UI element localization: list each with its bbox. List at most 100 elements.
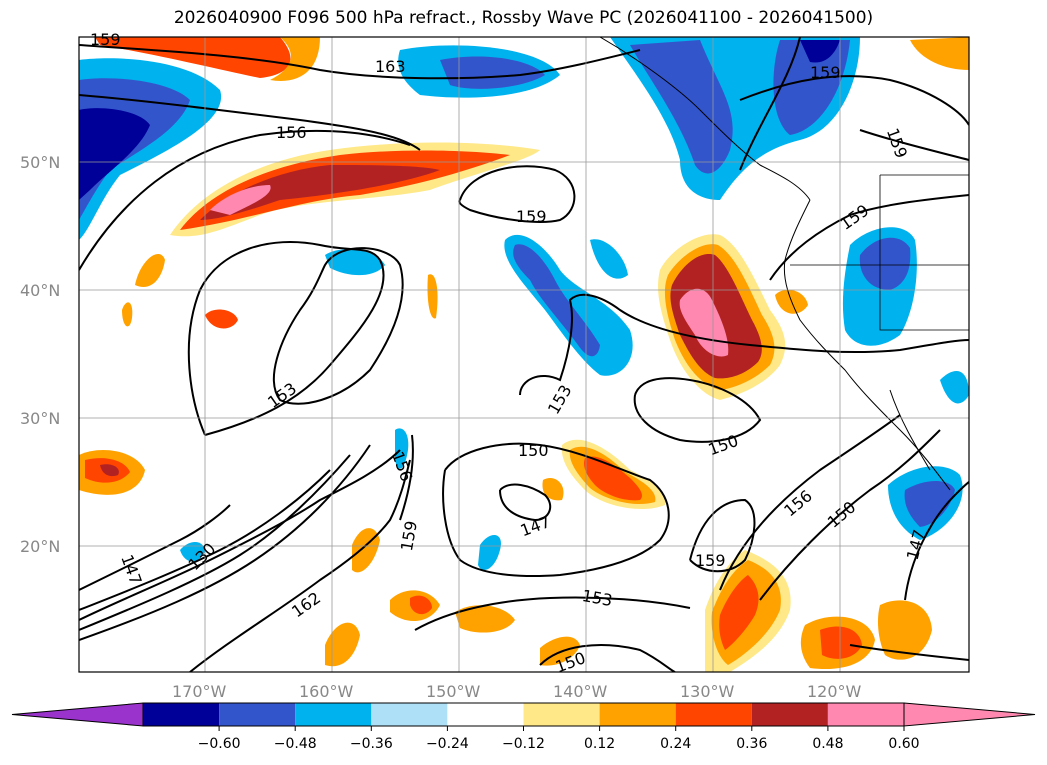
lon-label: 140°W [553,682,608,701]
contour-label: 159 [883,125,911,160]
contour-label: 147 [117,552,145,587]
colorbar-extend-min [11,702,144,727]
contour-lines-sw-2 [79,454,351,631]
contour-label: 159 [516,207,547,226]
negative-anomaly-se-core [904,481,955,527]
colorbar-tick-label: −0.36 [350,736,393,752]
contour-label: 162 [288,588,324,621]
negative-anomaly-small-blue-2 [325,249,385,276]
colorbar-tick-label: 0.48 [812,736,843,752]
contour-label: 159 [695,551,726,570]
contour-147-sw [79,504,231,591]
positive-anomaly-small-4 [427,274,438,319]
contour-147-loop [499,483,552,522]
negative-anomaly-central-core [513,244,600,357]
contour-159-ne-2 [859,129,969,161]
lon-label: 170°W [172,682,227,701]
contour-156-east [719,414,901,591]
positive-anomaly-top [95,37,291,78]
positive-anomaly-top-edge [270,37,320,81]
colorbar-segment [675,703,752,726]
colorbar-segment [371,703,448,726]
height-contours [79,37,969,672]
contour-label: 159 [90,30,121,49]
colorbar-segment [295,703,372,726]
colorbar-tick-label: −0.24 [426,736,469,752]
positive-anomaly-subtropical-2 [542,477,564,501]
contour-150-bottom [539,644,676,672]
positive-anomaly-top-right [910,37,969,70]
colorbar-tick-label: −0.12 [502,736,545,752]
positive-anomaly-california-peak [679,288,729,357]
contour-153-center [519,293,969,396]
coastline-west-coast [783,199,951,491]
contour-label: 159 [836,201,872,234]
negative-anomaly-ne-peak [800,40,840,63]
contour-label: 153 [544,382,576,418]
colorbar-tick-label: −0.48 [274,736,317,752]
contour-label: 156 [276,123,307,142]
contour-159-mid [458,165,576,223]
contour-label: 150 [706,431,741,459]
graticule [79,37,969,672]
colorbar-tick-label: 0.24 [660,736,691,752]
colorbar-segment [523,703,600,726]
coastline-baja [889,389,931,471]
colorbar-segment [827,703,904,726]
negative-anomaly-small-blue [590,239,628,279]
contour-label: 150 [518,441,549,460]
contour-lines-sw-1 [79,469,331,611]
contour-153-south [414,596,691,631]
chart-title: 2026040900 F096 500 hPa refract., Rossby… [173,8,874,28]
positive-anomaly-small-2 [205,309,238,329]
negative-anomaly-small-5 [180,541,205,562]
positive-anomaly-south-3 [877,600,932,660]
lat-label: 40°N [20,281,60,300]
positive-anomaly-south-1-high [719,575,759,650]
lon-label: 120°W [807,682,862,701]
contour-coast-east [849,644,969,661]
colorbar: −0.60 −0.48 −0.36 −0.24 −0.12 0.12 0.24 0.36 0.4… [11,702,1036,752]
colorbar-segment [751,703,828,726]
contour-159-south [689,498,756,573]
longitude-labels: 170°W 160°W 150°W 140°W 130°W 120°W [172,682,862,701]
lon-label: 130°W [680,682,735,701]
positive-anomaly-subtropical-high [584,456,642,501]
contour-162-sw [79,449,401,621]
negative-anomaly-small-3 [395,428,409,469]
contour-147-east [904,481,969,601]
contour-label: 156 [780,486,816,520]
colorbar-tick-label: −0.60 [198,736,241,752]
negative-anomaly-se-2 [940,371,969,404]
lat-label: 50°N [20,153,60,172]
contour-150-south [442,442,670,578]
contour-lines-sw-3 [79,444,371,641]
positive-anomaly-aleutian-peak [210,185,271,215]
lon-label: 150°W [426,682,481,701]
positive-anomaly-small-1 [135,254,165,288]
contour-label: 163 [375,57,406,76]
contour-156-central [399,434,414,521]
negative-anomaly-nw-peak [79,108,150,200]
shaded-anomalies [79,37,969,672]
contour-label: 159 [810,63,841,82]
negative-anomaly-east-core [859,237,911,290]
contour-159-north [79,94,421,151]
positive-anomaly-south-2-core [820,626,862,659]
colorbar-extend-max [903,702,1036,727]
contour-150-east [759,429,941,601]
contour-label: 153 [581,586,614,610]
positive-anomaly-south-5-core [410,595,432,615]
contour-153-inner [272,247,404,405]
contour-label: 147 [903,528,929,562]
positive-anomaly-south-6 [455,605,515,633]
contour-label: 153 [264,379,300,412]
state-border-1 [790,174,969,331]
contour-159-ne-3 [769,194,969,281]
contour-label: 147 [518,512,553,540]
latitude-labels: 50°N 40°N 30°N 20°N [20,153,60,556]
positive-anomaly-aleutian-high [200,165,440,220]
positive-anomaly-south-4 [325,622,360,667]
lat-label: 20°N [20,537,60,556]
